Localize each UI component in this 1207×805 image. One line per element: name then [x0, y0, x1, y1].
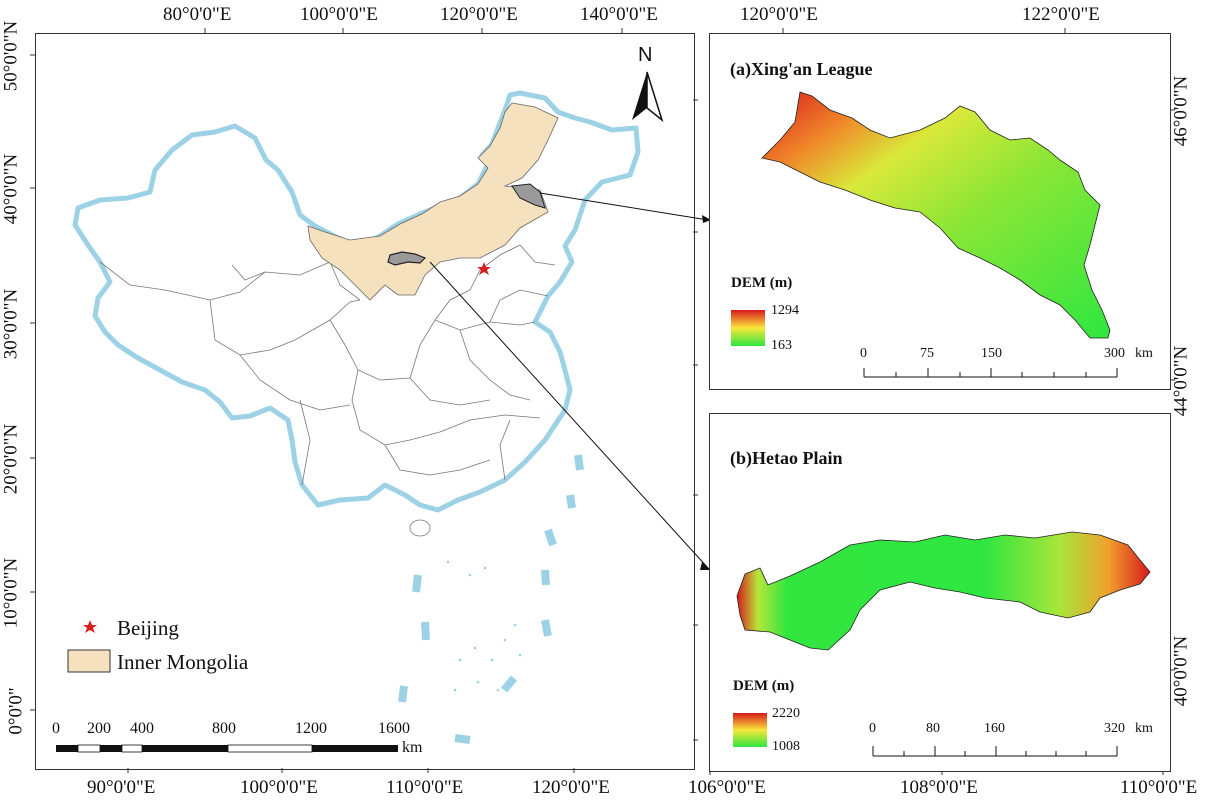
connector-lines [429, 192, 709, 569]
scale-tick-800: 800 [212, 720, 236, 737]
left-lat-label-0: 0°0'0" [5, 687, 27, 735]
bottom-lon-label-110: 110°0'0"E [386, 777, 464, 798]
left-lat-label-10: 10°0'0"N [0, 557, 22, 629]
bottom-lon-label-120: 120°0'0"E [532, 777, 610, 798]
legend-inner-mongolia-label: Inner Mongolia [117, 650, 249, 674]
panel-a-scale-bar [863, 368, 1118, 378]
dem-legend-b-ramp [733, 713, 767, 747]
panel-a-dem-max: 1294 [771, 303, 799, 318]
panel-b-scale-unit: km [1135, 721, 1153, 736]
panel-a-scale-300: 300 [1104, 346, 1125, 361]
left-lat-label-50: 50°0'0"N [0, 20, 22, 92]
legend-inner-mongolia-swatch [67, 649, 111, 673]
panel-b-scale-160: 160 [984, 721, 1005, 736]
top-lon-label-120: 120°0'0"E [440, 4, 518, 25]
scale-tick-1200: 1200 [295, 720, 327, 737]
panel-b-lon-106: 106°0'0"E [688, 777, 766, 798]
bottom-lon-label-100: 100°0'0"E [240, 777, 318, 798]
panel-a-scale-150: 150 [981, 346, 1002, 361]
panel-a-dem-title: DEM (m) [731, 275, 793, 291]
north-label: N [638, 44, 653, 66]
left-lat-label-20: 20°0'0"N [0, 423, 22, 495]
left-lat-label-30: 30°0'0"N [0, 288, 22, 360]
scale-tick-0: 0 [52, 720, 60, 737]
panel-ticks [693, 28, 1175, 775]
main-scale-bar [56, 744, 398, 753]
province-lines [99, 244, 556, 486]
panel-b-title: (b)Hetao Plain [730, 448, 843, 468]
panel-b-dem-title: DEM (m) [733, 678, 795, 694]
scale-tick-200: 200 [87, 720, 111, 737]
top-lon-label-80: 80°0'0"E [163, 4, 232, 25]
panel-b-lon-110: 110°0'0"E [1120, 777, 1198, 798]
left-lat-label-40: 40°0'0"N [0, 153, 22, 225]
inner-mongolia-region [307, 102, 559, 301]
panel-a-lon-120: 120°0'0"E [740, 4, 818, 25]
panel-b-dem-min: 1008 [772, 739, 800, 754]
islands [409, 519, 522, 692]
hetao-dem-raster [736, 531, 1151, 651]
panel-a-scale-75: 75 [920, 346, 934, 361]
panel-b-lat-40: 40°0'0"N [1170, 635, 1192, 707]
top-lon-label-100: 100°0'0"E [300, 4, 378, 25]
xingan-study-area [511, 183, 546, 209]
xingan-dem-raster [761, 91, 1111, 339]
panel-a-lat-44: 44°0'0"N [1170, 345, 1192, 417]
main-map-ticks [30, 28, 623, 773]
nine-dash-line [398, 454, 584, 744]
top-lon-label-140: 140°0'0"E [580, 4, 658, 25]
bottom-lon-label-90: 90°0'0"E [87, 777, 156, 798]
legend-beijing-star [83, 620, 97, 633]
north-arrow-icon [632, 71, 664, 123]
arrowhead-b [700, 562, 711, 570]
scale-tick-400: 400 [130, 720, 154, 737]
panel-a-scale-0: 0 [860, 346, 867, 361]
panel-a-lat-46: 46°0'0"N [1170, 75, 1192, 147]
panel-a-dem-min: 163 [771, 338, 792, 353]
beijing-star [477, 262, 491, 275]
dem-legend-a-ramp [731, 310, 765, 346]
panel-b-dem-max: 2220 [772, 706, 800, 721]
panel-b-scale-80: 80 [926, 721, 940, 736]
panel-a-lon-122: 122°0'0"E [1022, 4, 1100, 25]
panel-b-scale-bar [872, 746, 1118, 757]
legend-beijing-label: Beijing [117, 616, 179, 640]
scale-unit: km [402, 739, 423, 756]
panel-a-scale-unit: km [1135, 346, 1153, 361]
arrowhead-a [702, 215, 711, 223]
scale-tick-1600: 1600 [378, 720, 410, 737]
panel-b-scale-0: 0 [869, 721, 876, 736]
main-map-frame [35, 33, 695, 770]
panel-b-scale-320: 320 [1104, 721, 1125, 736]
panel-b-lon-108: 108°0'0"E [900, 777, 978, 798]
panel-a-title: (a)Xing'an League [730, 59, 873, 79]
hetao-study-area [387, 251, 427, 266]
